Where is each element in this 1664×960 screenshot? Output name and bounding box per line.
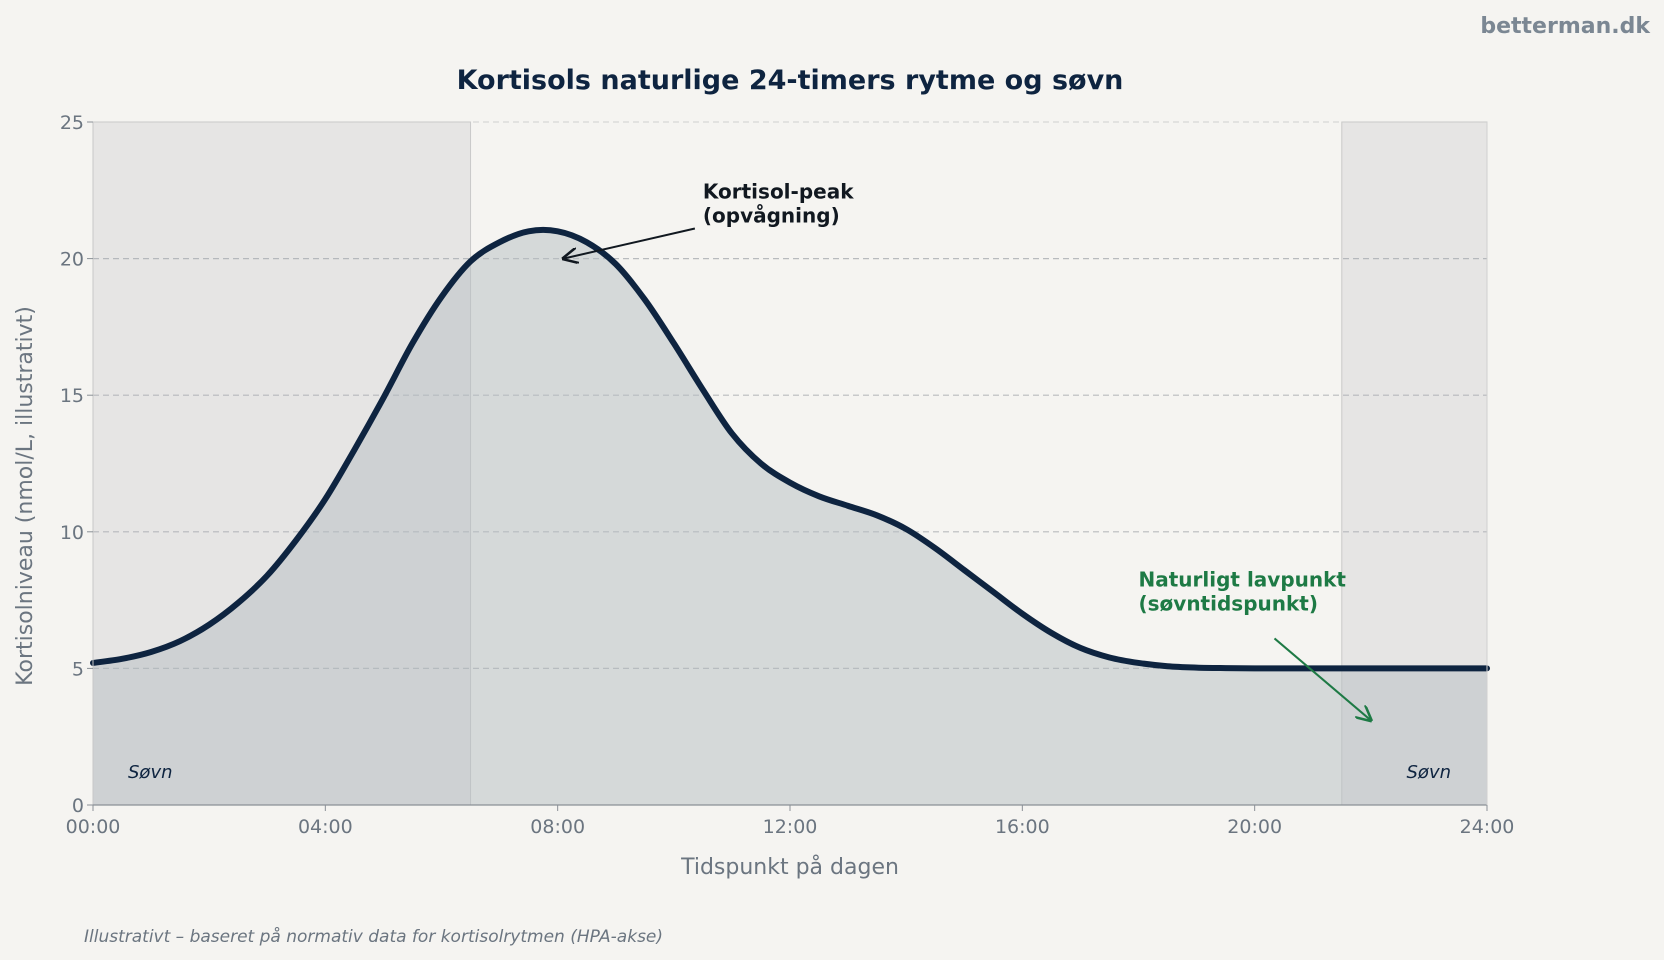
y-tick-label: 25 bbox=[60, 112, 84, 134]
x-tick-label: 04:00 bbox=[298, 816, 353, 838]
x-tick-label: 08:00 bbox=[530, 816, 585, 838]
brand-watermark: betterman.dk bbox=[1480, 14, 1651, 39]
chart-title: Kortisols naturlige 24-timers rytme og s… bbox=[457, 65, 1124, 96]
annotation-line: (opvågning) bbox=[703, 203, 840, 227]
y-tick-label: 0 bbox=[72, 795, 84, 817]
area-layer bbox=[90, 226, 1490, 805]
cortisol-line bbox=[90, 226, 1490, 672]
sleep-label: Søvn bbox=[1407, 762, 1452, 783]
annotation-line: (søvntidspunkt) bbox=[1139, 591, 1319, 615]
y-tick-label: 20 bbox=[60, 249, 84, 271]
x-tick-label: 20:00 bbox=[1227, 816, 1282, 838]
y-axis-label: Kortisolniveau (nmol/L, illustrativt) bbox=[13, 306, 38, 686]
x-tick-label: 16:00 bbox=[995, 816, 1050, 838]
x-tick-label: 12:00 bbox=[763, 816, 818, 838]
sleep-label: Søvn bbox=[128, 762, 173, 783]
footnote: Illustrativt – baseret på normativ data … bbox=[84, 926, 663, 947]
sleep-labels: Søvn Søvn bbox=[128, 762, 1451, 783]
x-axis-label: Tidspunkt på dagen bbox=[680, 854, 899, 880]
annotation-line: Kortisol-peak bbox=[703, 179, 854, 203]
annotation-low-text: Naturligt lavpunkt (søvntidspunkt) bbox=[1139, 567, 1347, 615]
annotations: Kortisol-peak (opvågning) Naturligt lavpun… bbox=[563, 179, 1370, 720]
y-tick-label: 15 bbox=[60, 385, 84, 407]
annotation-low-arrow bbox=[1273, 637, 1371, 720]
axes: 00:00 04:00 08:00 12:00 16:00 20:00 24:00 0 5 10 1… bbox=[60, 112, 1515, 838]
annotation-peak-text: Kortisol-peak (opvågning) bbox=[703, 179, 854, 227]
y-tick-label: 5 bbox=[72, 658, 84, 680]
area-fill bbox=[93, 229, 1487, 805]
annotation-peak-arrow bbox=[563, 227, 696, 258]
annotation-line: Naturligt lavpunkt bbox=[1139, 567, 1347, 591]
x-tick-label: 00:00 bbox=[66, 816, 121, 838]
x-tick-label: 24:00 bbox=[1460, 816, 1515, 838]
y-tick-label: 10 bbox=[60, 522, 84, 544]
